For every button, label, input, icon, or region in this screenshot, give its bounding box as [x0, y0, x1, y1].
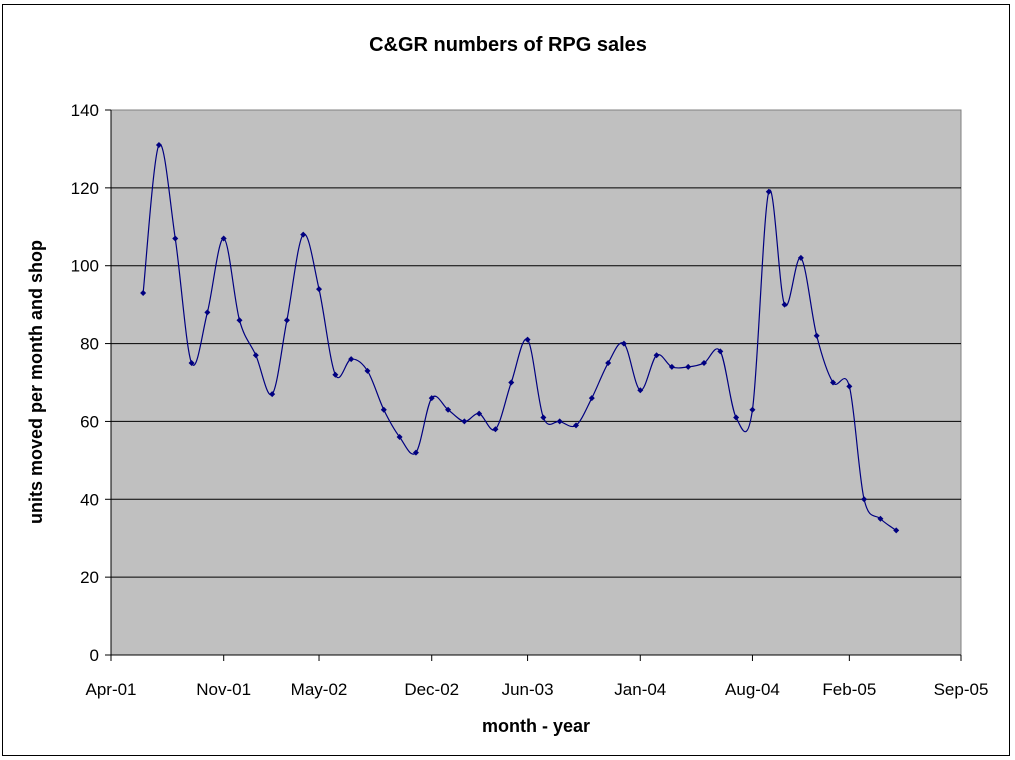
x-axis-title: month - year [482, 716, 590, 736]
data-point [620, 340, 627, 347]
data-point [188, 360, 195, 367]
data-point [204, 309, 211, 316]
data-point [797, 254, 804, 261]
data-point [717, 348, 724, 355]
data-point [540, 414, 547, 421]
data-point [637, 387, 644, 394]
data-point [605, 360, 612, 367]
x-tick-label: Dec-02 [404, 680, 459, 699]
axes [110, 110, 961, 656]
data-point [765, 188, 772, 195]
data-point [155, 142, 162, 149]
data-point [364, 367, 371, 374]
data-point [877, 515, 884, 522]
y-tick-label: 60 [80, 412, 99, 431]
data-point [428, 395, 435, 402]
data-point [269, 391, 276, 398]
data-point [781, 301, 788, 308]
data-point [172, 235, 179, 242]
data-point [140, 289, 147, 296]
data-point [700, 360, 707, 367]
data-point [492, 426, 499, 433]
data-point [573, 422, 580, 429]
data-point [749, 406, 756, 413]
y-tick-label: 0 [90, 646, 99, 665]
chart-title: C&GR numbers of RPG sales [369, 34, 647, 56]
data-point [685, 363, 692, 370]
x-tick-label: Feb-05 [822, 680, 876, 699]
x-tick-label: May-02 [291, 680, 348, 699]
y-tick-label: 100 [71, 257, 99, 276]
data-point [236, 317, 243, 324]
data-point [396, 434, 403, 440]
data-point [508, 379, 515, 386]
data-point [332, 371, 339, 378]
y-tick-label: 40 [80, 490, 99, 509]
data-point [733, 414, 740, 421]
data-point [813, 332, 820, 339]
x-tick-label: Apr-01 [85, 680, 136, 699]
y-tick-label: 140 [71, 101, 99, 120]
data-point [524, 336, 531, 343]
data-point [348, 356, 355, 363]
data-point [283, 317, 290, 324]
data-point [380, 406, 387, 413]
y-axis-title: units moved per month and shop [26, 240, 46, 524]
x-tick-label: Jan-04 [614, 680, 666, 699]
data-point [668, 363, 675, 370]
data-point [653, 352, 660, 359]
data-point [893, 527, 900, 534]
data-points [140, 142, 900, 534]
data-point [556, 418, 563, 425]
data-point [316, 286, 323, 293]
data-point [252, 352, 259, 359]
data-point [588, 395, 595, 402]
y-tick-label: 120 [71, 179, 99, 198]
data-point [830, 379, 837, 386]
x-tick-label: Nov-01 [196, 680, 251, 699]
data-point [445, 406, 452, 413]
y-tick-label: 80 [80, 335, 99, 354]
x-tick-label: Sep-05 [934, 680, 989, 699]
y-axis-ticks: 0 20 40 60 80 100 120 140 [71, 101, 111, 665]
data-point [300, 231, 307, 238]
data-point [461, 418, 468, 425]
data-point [220, 235, 227, 242]
x-tick-label: Aug-04 [725, 680, 780, 699]
x-axis-ticks: Apr-01 Nov-01 May-02 Dec-02 Jun-03 Jan-04 Aug-… [85, 655, 988, 699]
data-point [846, 383, 853, 390]
x-tick-label: Jun-03 [502, 680, 554, 699]
data-point [412, 449, 419, 456]
y-tick-label: 20 [80, 568, 99, 587]
data-point [861, 496, 868, 503]
data-point [476, 410, 483, 417]
